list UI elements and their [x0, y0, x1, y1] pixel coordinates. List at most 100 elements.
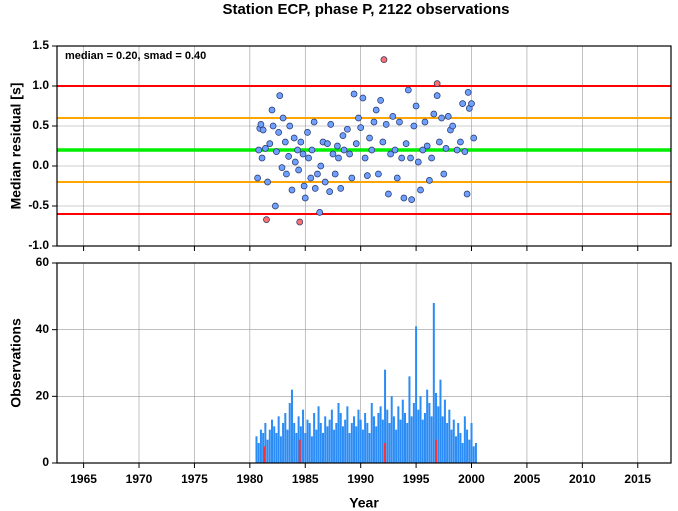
bar: [381, 419, 384, 463]
point: [410, 122, 418, 130]
plot-frame: [56, 262, 672, 464]
x-tick-label: 2005: [514, 472, 541, 486]
bar: [370, 403, 373, 463]
bar: [284, 413, 287, 463]
point: [311, 185, 319, 192]
y-tick-label: 1.5: [32, 38, 49, 52]
bar: [404, 413, 407, 463]
point: [423, 142, 431, 150]
point: [295, 166, 302, 174]
point: [380, 56, 388, 63]
point: [350, 90, 358, 98]
bar: [326, 426, 329, 463]
bar: [435, 393, 438, 463]
bar: [319, 423, 322, 463]
point: [398, 154, 406, 162]
bar: [330, 409, 333, 463]
bar: [419, 396, 422, 463]
bar: [466, 429, 469, 463]
bar: [443, 399, 446, 463]
point: [305, 154, 312, 162]
point: [308, 146, 316, 154]
point: [389, 113, 397, 120]
point: [444, 113, 452, 120]
bar: [308, 423, 311, 463]
point: [352, 140, 360, 147]
bar: [271, 419, 274, 463]
point: [268, 106, 276, 114]
bar: [263, 446, 266, 463]
bar: [353, 416, 356, 463]
y-tick-label: 60: [36, 255, 50, 269]
point: [453, 146, 461, 154]
bar: [339, 413, 342, 463]
point: [464, 89, 472, 96]
y-tick-label: 20: [36, 389, 50, 403]
point: [300, 182, 308, 190]
point: [339, 132, 347, 139]
point: [379, 138, 387, 146]
point: [337, 185, 345, 192]
point: [326, 188, 333, 195]
bar: [282, 423, 285, 463]
point: [321, 178, 329, 186]
y-axis-label: Observations: [8, 318, 24, 408]
point: [273, 148, 280, 155]
point: [264, 178, 271, 186]
point: [400, 194, 408, 202]
bar: [430, 416, 433, 463]
point: [301, 194, 309, 202]
point: [442, 145, 450, 152]
bar: [359, 419, 362, 463]
point: [382, 121, 390, 128]
bar: [457, 423, 460, 463]
point: [408, 196, 416, 203]
bar: [295, 433, 298, 463]
point: [262, 145, 269, 152]
point: [363, 172, 371, 179]
point: [428, 154, 435, 162]
bar: [390, 396, 393, 463]
y-tick-label: 1.0: [32, 78, 49, 92]
bar: [461, 443, 464, 463]
bar: [395, 429, 398, 463]
point: [317, 162, 325, 170]
bar: [423, 413, 426, 463]
bar: [317, 406, 320, 463]
bar: [375, 426, 378, 463]
bar: [297, 416, 300, 463]
point: [459, 100, 466, 107]
bar: [388, 423, 391, 463]
bar: [299, 426, 302, 463]
bar: [410, 416, 413, 463]
bar: [350, 423, 353, 463]
point: [436, 138, 443, 146]
x-tick-label: 1990: [347, 472, 374, 486]
point: [266, 140, 274, 147]
bar: [346, 406, 349, 463]
bar: [344, 419, 347, 463]
bar: [426, 389, 429, 463]
x-tick-label: 1970: [126, 472, 153, 486]
point: [278, 164, 286, 171]
point: [396, 118, 403, 126]
bar: [335, 423, 338, 463]
point: [402, 140, 410, 147]
point: [417, 186, 424, 194]
bar: [379, 406, 382, 463]
point: [470, 134, 478, 142]
bar: [328, 419, 331, 463]
bar: [315, 429, 318, 463]
point: [355, 114, 362, 122]
point: [368, 146, 376, 154]
bar: [377, 413, 380, 463]
point: [391, 146, 399, 154]
point: [329, 150, 337, 158]
point: [438, 114, 445, 122]
point: [463, 190, 471, 198]
bar: [408, 376, 411, 463]
point: [314, 170, 321, 178]
bar: [279, 436, 282, 463]
y-tick-label: 0.5: [32, 118, 49, 132]
